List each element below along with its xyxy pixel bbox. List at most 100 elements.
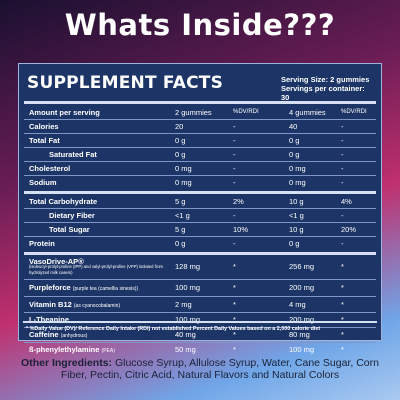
other-ingredients-text: Glucose Syrup, Allulose Syrup, Water, Ca…	[60, 357, 379, 381]
value-4: 200 mg	[289, 315, 315, 324]
divider	[24, 236, 376, 237]
dv-2: *	[233, 262, 236, 271]
ingredient-cell: ß-phenylethylamine (PEA)	[29, 343, 115, 358]
table-row: Sodium 0 mg - 0 mg -	[19, 176, 381, 189]
header-dv-1: %DV/RDI	[233, 109, 259, 115]
dv-2: -	[233, 164, 236, 173]
dv-2: -	[233, 211, 236, 220]
facts-title: SUPPLEMENT FACTS	[27, 73, 224, 93]
header-dv-2: %DV/RDI	[341, 109, 367, 115]
dv-4: *	[341, 262, 344, 271]
other-ingredients: Other Ingredients: Glucose Syrup, Allulo…	[18, 357, 382, 381]
ingredient-name: L-Theanine	[29, 315, 70, 324]
dv-4: -	[341, 239, 344, 248]
value-4: 200 mg	[289, 283, 315, 292]
table-row: Total Fat 0 g - 0 g -	[19, 134, 381, 147]
value-4: 40	[289, 122, 298, 131]
value-2: 20	[175, 122, 184, 131]
nutrient-name: Sodium	[29, 178, 57, 187]
ingredient-name: Caffeine	[29, 330, 59, 339]
value-2: 0 g	[175, 239, 186, 248]
table-row: Vitamin B12 (as cyanocobalamin) 2 mg * 4…	[19, 298, 381, 311]
dv-4: *	[341, 315, 344, 324]
value-2: 100 mg	[175, 283, 201, 292]
divider	[24, 296, 376, 297]
nutrient-name: Dietary Fiber	[49, 211, 95, 220]
divider	[24, 342, 376, 343]
ingredient-note: (purple tea (camellia sinesis))	[72, 286, 139, 292]
table-row: Dietary Fiber <1 g - <1 g -	[19, 209, 381, 222]
serving-info: Serving Size: 2 gummies Servings per con…	[281, 75, 373, 102]
table-row: Saturated Fat 0 g - 0 g -	[19, 148, 381, 161]
divider	[24, 279, 376, 280]
value-2: 50 mg	[175, 345, 196, 354]
dv-2: -	[233, 122, 236, 131]
value-2: 5 g	[175, 197, 186, 206]
value-2: 0 g	[175, 150, 186, 159]
header-amount: Amount per serving	[29, 108, 100, 117]
header-2-gummies: 2 gummies	[175, 108, 212, 117]
dv-4: -	[341, 178, 344, 187]
dv-2: *	[233, 300, 236, 309]
ingredient-name: Purpleforce	[29, 283, 71, 292]
value-4: 10 g	[289, 225, 304, 234]
divider	[24, 101, 376, 104]
supplement-facts-panel: SUPPLEMENT FACTS Serving Size: 2 gummies…	[18, 63, 382, 354]
dv-2: *	[233, 330, 236, 339]
divider	[24, 119, 376, 120]
ingredient-note: (PEA)	[101, 348, 115, 354]
value-2: <1 g	[175, 211, 190, 220]
value-4: <1 g	[289, 211, 304, 220]
dv-2: *	[233, 315, 236, 324]
nutrient-name: Cholesterol	[29, 164, 71, 173]
ingredient-name: Vitamin B12	[29, 300, 72, 309]
table-row: Cholesterol 0 mg - 0 mg -	[19, 162, 381, 175]
dv-2: 2%	[233, 197, 244, 206]
table-row: Calories 20 - 40 -	[19, 120, 381, 133]
divider	[24, 222, 376, 223]
nutrient-name: Total Carbohydrate	[29, 197, 98, 206]
nutrient-name: Protein	[29, 239, 55, 248]
value-4: 0 g	[289, 150, 300, 159]
value-4: 0 g	[289, 239, 300, 248]
divider	[24, 208, 376, 209]
footnote: * %Daily Value (DV)/ Reference Daily Int…	[26, 326, 321, 332]
dv-4: -	[341, 211, 344, 220]
ingredient-note: (anhydrous)	[60, 333, 88, 339]
value-4: 0 g	[289, 136, 300, 145]
dv-2: 10%	[233, 225, 249, 234]
value-4: 4 mg	[289, 300, 306, 309]
ingredient-cell: Caffeine (anhydrous)	[29, 328, 87, 343]
value-2: 40 mg	[175, 330, 196, 339]
dv-2: -	[233, 150, 236, 159]
dv-2: *	[233, 283, 236, 292]
value-4: 100 mg	[289, 345, 315, 354]
divider	[24, 175, 376, 176]
divider	[24, 147, 376, 148]
nutrient-name: Total Sugar	[49, 225, 90, 234]
value-4: 0 mg	[289, 164, 306, 173]
nutrient-name: Calories	[29, 122, 59, 131]
divider	[24, 312, 376, 313]
header-4-gummies: 4 gummies	[289, 108, 326, 117]
dv-4: -	[341, 136, 344, 145]
dv-2: -	[233, 239, 236, 248]
ingredient-name: VasoDrive-AP®	[29, 257, 84, 266]
table-row: Total Sugar 5 g 10% 10 g 20%	[19, 223, 381, 236]
table-row: Protein 0 g - 0 g -	[19, 237, 381, 250]
dv-4: 4%	[341, 197, 352, 206]
value-2: 0 mg	[175, 178, 192, 187]
divider	[23, 321, 377, 323]
table-row: Caffeine (anhydrous) 40 mg * 80 mg *	[19, 328, 381, 341]
table-row: Purpleforce (purple tea (camellia sinesi…	[19, 281, 381, 294]
header-row: Amount per serving 2 gummies %DV/RDI 4 g…	[19, 106, 381, 119]
dv-4: 20%	[341, 225, 357, 234]
ingredient-name: ß-phenylethylamine	[29, 345, 100, 354]
nutrient-name: Saturated Fat	[49, 150, 97, 159]
dv-2: *	[233, 345, 236, 354]
value-4: 256 mg	[289, 262, 315, 271]
table-row: ß-phenylethylamine (PEA) 50 mg * 100 mg *	[19, 343, 381, 356]
headline: Whats Inside???	[64, 8, 336, 42]
dv-4: *	[341, 345, 344, 354]
dv-4: *	[341, 330, 344, 339]
